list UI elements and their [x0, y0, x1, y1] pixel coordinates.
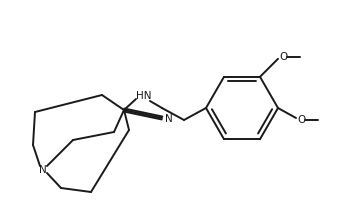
Text: HN: HN — [136, 91, 152, 101]
Text: O: O — [279, 52, 287, 62]
Text: N: N — [39, 165, 47, 175]
Text: O: O — [297, 115, 305, 125]
Text: N: N — [165, 114, 173, 124]
